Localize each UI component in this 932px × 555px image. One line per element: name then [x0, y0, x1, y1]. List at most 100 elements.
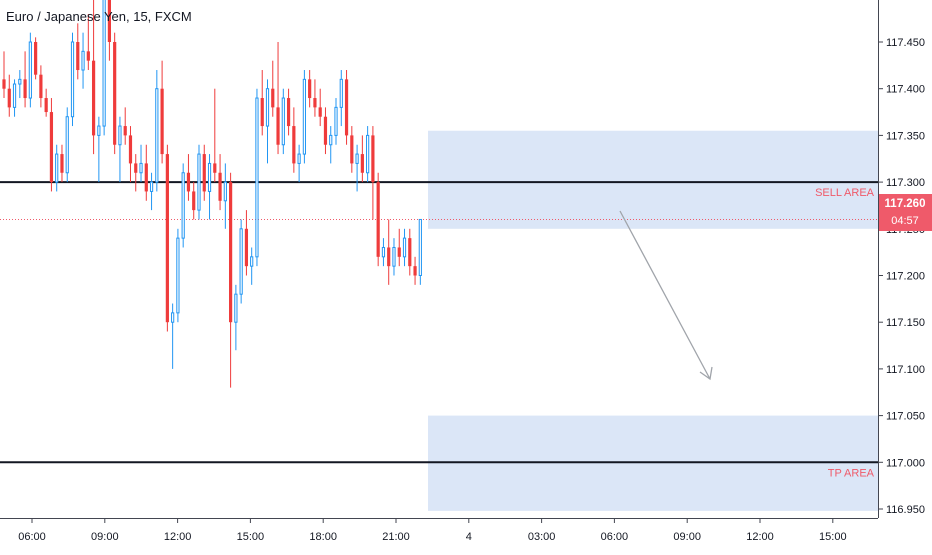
candle	[144, 144, 148, 201]
candle-body	[192, 191, 196, 211]
candle-body	[234, 293, 238, 323]
candle-body	[39, 74, 43, 99]
candle-body	[197, 153, 201, 211]
candle-body	[12, 83, 17, 108]
candle	[218, 154, 222, 211]
y-tick-label: 116.950	[886, 504, 925, 516]
x-tick-label: 18:00	[309, 531, 337, 543]
candle	[81, 32, 85, 89]
candle-body	[155, 88, 159, 183]
candle	[181, 163, 185, 248]
candle	[60, 144, 64, 183]
candle	[34, 37, 38, 80]
chart-title: Euro / Japanese Yen, 15, FXCM	[6, 9, 192, 24]
candle	[192, 182, 196, 220]
x-tick-label: 15:00	[819, 531, 847, 543]
price-tag-countdown: 04:57	[891, 215, 919, 227]
candle	[160, 60, 164, 164]
candle-body	[418, 218, 422, 277]
candle-body	[408, 238, 412, 267]
x-tick-label: 06:00	[18, 531, 46, 543]
candle-body	[113, 42, 117, 145]
candle	[213, 88, 217, 183]
time-axis[interactable]: 06:00 09:00 12:00 15:00 18:00 21:00 4 03:00 06:0…	[18, 518, 847, 543]
zone-label-0: SELL AREA	[815, 187, 875, 199]
candle-body	[86, 51, 90, 61]
trade-arrow-line	[619, 210, 711, 380]
candle-body	[323, 116, 328, 145]
candle	[149, 172, 154, 211]
candle-body	[250, 256, 254, 267]
candle-body	[76, 42, 80, 71]
candle	[176, 228, 180, 323]
candle-body	[387, 247, 391, 267]
candle	[318, 88, 322, 127]
candle-body	[255, 97, 259, 258]
candle-body	[381, 246, 386, 258]
candle-body	[292, 126, 296, 164]
candle-body	[149, 181, 154, 192]
candle	[97, 116, 101, 183]
candle	[355, 144, 359, 192]
x-tick-label: 09:00	[91, 531, 119, 543]
price-axis[interactable]: 117.450117.400117.350117.300117.250117.2…	[878, 37, 925, 555]
candle-body	[202, 154, 206, 192]
candle	[250, 247, 254, 285]
zone-label-1: TP AREA	[828, 467, 875, 479]
candle	[323, 107, 328, 155]
candle-body	[360, 154, 364, 173]
candle	[155, 70, 159, 192]
candle-body	[376, 182, 380, 257]
candle-body	[176, 237, 180, 314]
candle-body	[402, 237, 407, 258]
candle	[281, 88, 285, 155]
candle	[392, 238, 396, 276]
candle-body	[81, 50, 85, 71]
y-tick-label: 117.100	[886, 364, 925, 376]
candle-body	[60, 154, 64, 173]
candle-body	[329, 134, 333, 146]
candle	[418, 218, 422, 285]
price-tag-box	[879, 194, 932, 231]
candle	[186, 154, 191, 201]
candle-body	[302, 78, 306, 155]
candle	[49, 98, 54, 192]
candle-body	[123, 126, 127, 136]
candle	[44, 88, 48, 117]
candle-body	[91, 60, 96, 136]
zone-rect-0	[428, 130, 878, 229]
candle	[23, 51, 27, 108]
candle	[229, 172, 233, 388]
candle-body	[7, 88, 11, 108]
candle-body	[339, 78, 343, 108]
candle	[28, 32, 32, 108]
candle	[165, 144, 169, 332]
candle	[39, 65, 43, 108]
arrow-head-icon	[699, 366, 713, 381]
candle-body	[276, 107, 280, 145]
candle	[329, 126, 333, 164]
candle-body	[118, 125, 122, 146]
y-tick-label: 117.000	[886, 457, 925, 469]
candle	[113, 32, 117, 155]
candle-body	[371, 135, 375, 183]
candle	[413, 256, 417, 285]
candle-body	[366, 134, 370, 174]
candle-body	[97, 125, 101, 136]
candle	[118, 116, 122, 183]
candle	[70, 32, 75, 127]
candle	[86, 13, 90, 71]
x-tick-label: 12:00	[746, 531, 774, 543]
candle	[55, 144, 59, 192]
candle	[134, 154, 138, 192]
candle-body	[2, 79, 6, 89]
candle-body	[318, 107, 322, 117]
candle	[381, 238, 386, 267]
candle-body	[128, 135, 133, 164]
candle	[171, 303, 175, 369]
candle-body	[223, 181, 227, 202]
candle	[313, 79, 317, 117]
candle	[7, 74, 11, 117]
